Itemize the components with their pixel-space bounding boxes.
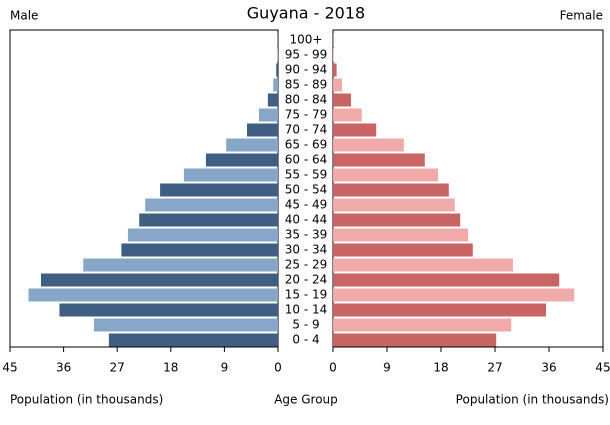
x-tick-label: 45 [595,361,610,375]
category-label: 55 - 59 [285,168,328,182]
bar [273,78,278,92]
bar [121,243,278,257]
bar [28,288,279,302]
category-label: 65 - 69 [285,138,328,152]
bar [160,183,278,197]
bar [59,303,279,317]
bar [333,288,575,302]
bar [333,228,468,242]
bar [333,258,513,272]
x-tick-label: 18 [163,361,178,375]
x-tick-label: 0 [329,361,337,375]
category-label: 20 - 24 [285,273,328,287]
x-tick-label: 36 [541,361,556,375]
bar [333,333,497,347]
x-tick-label: 9 [221,361,229,375]
bar [183,168,278,182]
bar [333,108,362,122]
category-label: 60 - 64 [285,153,328,167]
x-tick-label: 18 [433,361,448,375]
bar [277,48,278,62]
x-axis-title: Population (in thousands) [10,393,163,407]
category-label: 90 - 94 [285,63,328,77]
category-axis-title: Age Group [274,393,338,407]
x-tick-label: 36 [56,361,71,375]
category-label: 30 - 34 [285,243,328,257]
bar [333,153,425,167]
x-tick-label: 0 [274,361,282,375]
bar [333,138,404,152]
bar [127,228,278,242]
bar [333,48,334,62]
bar [333,93,351,107]
bar [205,153,278,167]
category-label: 50 - 54 [285,183,328,197]
category-label: 10 - 14 [285,303,328,317]
x-tick-label: 9 [383,361,391,375]
bar [247,123,278,137]
bar [333,198,455,212]
x-tick-label: 45 [2,361,17,375]
category-label: 85 - 89 [285,78,328,92]
chart-title: Guyana - 2018 [247,4,365,23]
bar [333,168,438,182]
bar [333,318,512,332]
category-label: 35 - 39 [285,228,328,242]
bar [93,318,279,332]
bar [333,243,473,257]
bar [226,138,278,152]
category-label: 75 - 79 [285,108,328,122]
bar [333,273,560,287]
category-label: 80 - 84 [285,93,328,107]
bar [333,123,377,137]
x-axis-title: Population (in thousands) [456,393,609,407]
category-label: 5 - 9 [292,318,319,332]
category-label: 95 - 99 [285,48,328,62]
bar [276,63,278,77]
category-label: 45 - 49 [285,198,328,212]
category-label: 0 - 4 [292,333,319,347]
series-label: Female [560,9,603,23]
category-label: 25 - 29 [285,258,328,272]
bar [333,303,546,317]
bar [333,63,337,77]
bar [333,183,449,197]
series-label: Male [10,9,38,23]
bar [83,258,279,272]
bar [267,93,278,107]
category-label: 70 - 74 [285,123,328,137]
category-label: 40 - 44 [285,213,328,227]
x-tick-label: 27 [487,361,502,375]
bar [139,213,278,227]
bar [333,78,342,92]
bar [145,198,278,212]
bar [40,273,278,287]
category-label: 100+ [290,33,323,47]
category-label: 15 - 19 [285,288,328,302]
bar [333,213,461,227]
bar [258,108,278,122]
x-tick-label: 27 [110,361,125,375]
bar [108,333,279,347]
